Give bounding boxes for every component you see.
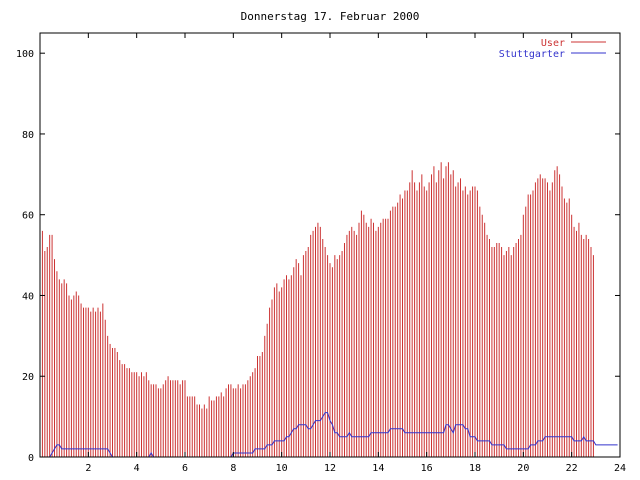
x-tick-label: 18 (469, 463, 481, 474)
y-tick-label: 60 (22, 211, 34, 222)
x-tick-label: 4 (134, 463, 140, 474)
y-tick-label: 0 (28, 453, 34, 464)
legend-label-stuttgarter: Stuttgarter (499, 49, 565, 60)
y-tick-label: 20 (22, 372, 34, 383)
legend: User Stuttgarter (499, 38, 606, 60)
y-axis: 0 20 40 60 80 100 (16, 49, 620, 464)
x-tick-label: 20 (517, 463, 529, 474)
y-tick-label: 40 (22, 291, 34, 302)
x-tick-label: 8 (230, 463, 236, 474)
legend-label-user: User (541, 38, 565, 49)
chart-title: Donnerstag 17. Februar 2000 (241, 10, 420, 23)
user-series-bars (39, 162, 594, 457)
x-tick-label: 14 (372, 463, 384, 474)
x-tick-label: 10 (276, 463, 288, 474)
x-tick-label: 24 (614, 463, 626, 474)
x-tick-label: 12 (324, 463, 336, 474)
x-tick-label: 2 (85, 463, 91, 474)
y-tick-label: 100 (16, 49, 34, 60)
y-tick-label: 80 (22, 130, 34, 141)
x-tick-label: 6 (182, 463, 188, 474)
x-tick-label: 22 (566, 463, 578, 474)
x-axis: 2 4 6 8 10 12 14 16 18 20 22 24 (85, 33, 626, 474)
x-tick-label: 16 (421, 463, 433, 474)
